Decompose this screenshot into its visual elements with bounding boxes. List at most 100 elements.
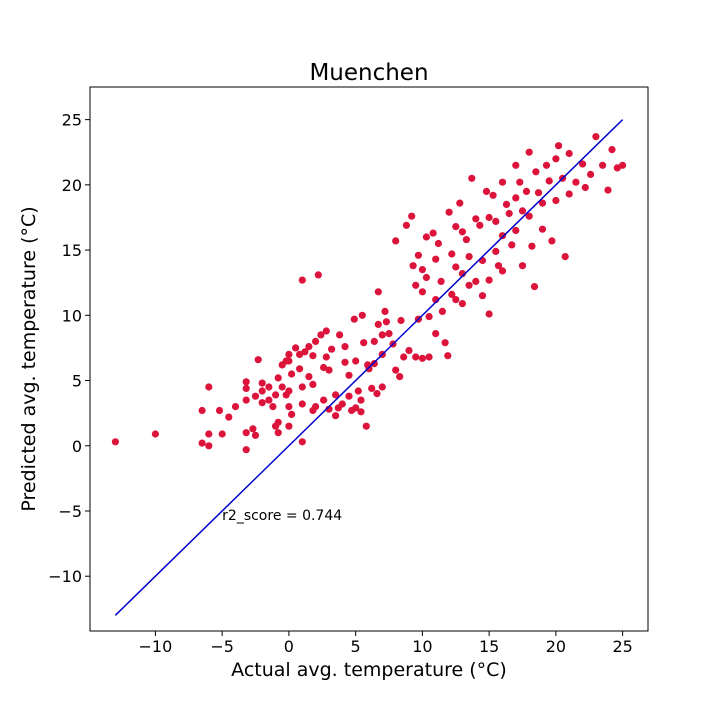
scatter-point [412, 353, 420, 361]
scatter-point [296, 365, 304, 373]
scatter-point [418, 266, 426, 274]
scatter-point [396, 373, 404, 381]
scatter-point [374, 288, 382, 296]
y-tick-label: 10 [62, 306, 82, 325]
scatter-point [465, 281, 473, 289]
scatter-point [512, 194, 520, 202]
scatter-point [456, 199, 464, 207]
plot-area [111, 119, 627, 616]
scatter-point [592, 133, 600, 141]
x-tick-label: −5 [210, 637, 234, 656]
scatter-point [425, 353, 433, 361]
scatter-point [320, 363, 328, 372]
scatter-point [249, 425, 257, 433]
scatter-point [231, 403, 240, 411]
x-axis: −10 −5 0 5 10 15 20 25 [139, 631, 633, 656]
scatter-point [345, 392, 353, 400]
r2-score-annotation: r2_score = 0.744 [222, 508, 342, 524]
scatter-point [528, 242, 536, 250]
scatter-point [498, 267, 507, 275]
scatter-point [422, 273, 430, 282]
scatter-point [218, 430, 226, 438]
axes-frame [89, 86, 649, 632]
scatter-point [548, 237, 556, 245]
scatter-point [205, 442, 213, 450]
scatter-point [485, 310, 493, 318]
scatter-point [305, 343, 313, 351]
scatter-point [565, 190, 573, 198]
scatter-point [445, 208, 453, 216]
scatter-point [301, 348, 309, 356]
scatter-point [350, 315, 358, 323]
scatter-point [448, 250, 456, 258]
scatter-point [205, 383, 213, 391]
scatter-point [368, 384, 376, 392]
x-tick-label: −10 [139, 637, 173, 656]
scatter-point [508, 241, 516, 249]
scatter-point [242, 446, 250, 454]
scatter-point [552, 196, 560, 205]
y-tick-label: 5 [72, 372, 82, 391]
scatter-point [545, 177, 553, 185]
scatter-point [402, 221, 410, 229]
scatter-point [489, 191, 497, 199]
scatter-point [198, 406, 206, 415]
scatter-point [414, 251, 422, 259]
scatter-point [274, 374, 282, 382]
y-tick-label: 0 [72, 437, 82, 456]
scatter-point [285, 387, 293, 395]
chart-title: Muenchen [309, 60, 428, 86]
scatter-point [572, 178, 580, 186]
scatter-point [374, 320, 382, 328]
x-tick-label: 25 [612, 637, 632, 656]
scatter-point [498, 232, 507, 240]
scatter-point [512, 161, 520, 169]
scatter-point [312, 337, 320, 345]
scatter-point [341, 343, 349, 351]
scatter-point [322, 353, 330, 361]
scatter-point [111, 438, 119, 446]
scatter-point [285, 357, 293, 365]
scatter-point [405, 346, 413, 355]
scatter-point [357, 396, 365, 404]
scatter-point [285, 422, 293, 430]
scatter-point [298, 438, 306, 446]
scatter-point [392, 366, 400, 374]
scatter-point [265, 383, 273, 391]
scatter-point [278, 383, 286, 391]
x-tick-label: 0 [284, 637, 294, 656]
scatter-point [338, 400, 346, 408]
scatter-point [205, 430, 213, 438]
reference-line [114, 119, 624, 616]
scatter-point [269, 403, 277, 411]
scatter-point [458, 228, 466, 236]
scatter-point [518, 262, 527, 270]
scatter-point [494, 262, 503, 270]
scatter-point [251, 431, 260, 439]
scatter-point [432, 255, 440, 263]
scatter-point [358, 311, 366, 319]
scatter-point [565, 149, 573, 158]
scatter-point [462, 236, 470, 244]
scatter-point [365, 365, 373, 373]
scatter-point [370, 360, 378, 368]
scatter-point [309, 380, 317, 388]
y-axis: −10 −5 0 5 10 15 20 25 [48, 111, 90, 586]
scatter-point [522, 187, 531, 195]
scatter-point [298, 400, 306, 408]
scatter-point [538, 199, 547, 207]
scatter-point [505, 209, 513, 218]
scatter-point [525, 212, 533, 220]
scatter-point [412, 281, 420, 289]
scatter-point [437, 277, 445, 285]
scatter-point [274, 418, 282, 426]
scatter-point [418, 288, 426, 296]
scatter-point [400, 353, 408, 361]
scatter-point [619, 161, 627, 169]
scatter-point [251, 392, 260, 400]
scatter-point [492, 217, 500, 225]
scatter-point [478, 292, 487, 300]
scatter-point [254, 356, 262, 364]
scatter-point [341, 358, 349, 366]
